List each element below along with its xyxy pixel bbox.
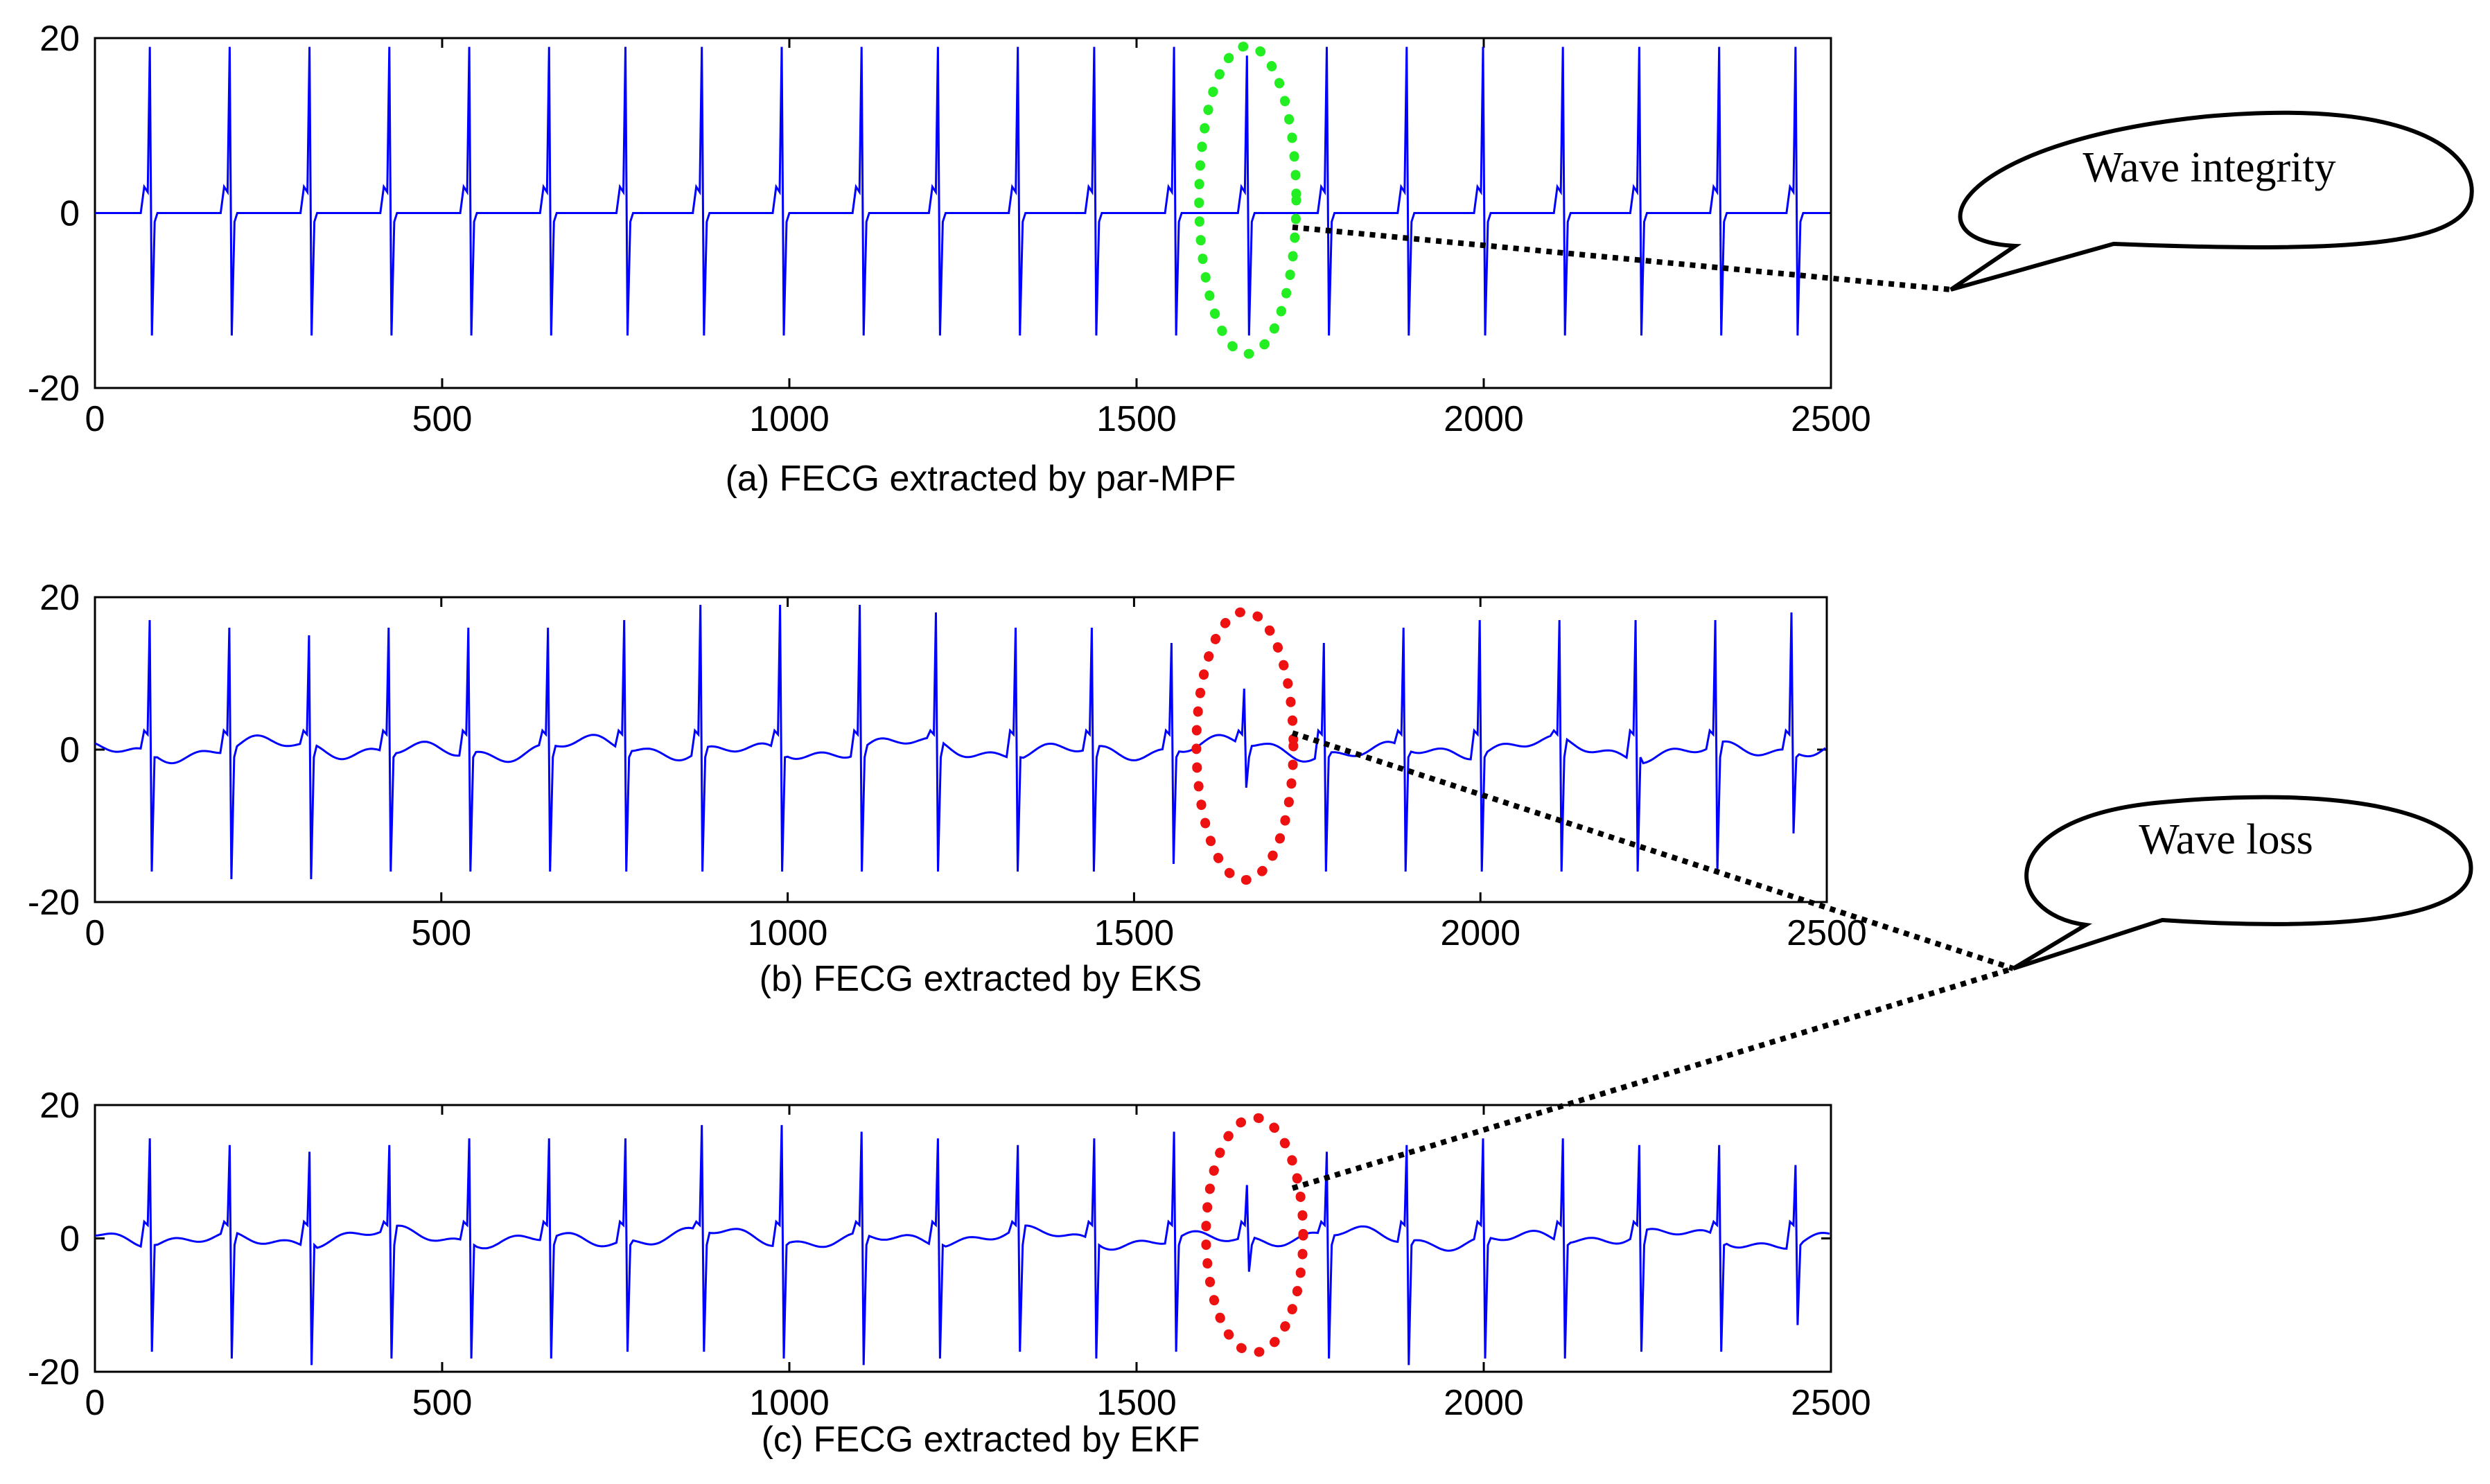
- x-tick-label: 1500: [1096, 1383, 1177, 1423]
- y-tick-label: 20: [40, 1086, 80, 1126]
- x-tick-label: 2000: [1440, 913, 1520, 953]
- highlight-ellipse: [1194, 41, 1301, 359]
- x-tick-label: 2000: [1444, 399, 1524, 439]
- x-tick-label: 2500: [1787, 913, 1867, 953]
- callout-wave-loss: Wave loss: [1291, 730, 2473, 1191]
- ecg-signal-line: [94, 1124, 1830, 1366]
- panel-b-caption: (b) FECG extracted by EKS: [760, 959, 1202, 999]
- y-tick-label: -20: [28, 1352, 80, 1393]
- y-tick-label: -20: [28, 369, 80, 409]
- y-tick-label: 0: [60, 194, 80, 234]
- panel-c-caption: (c) FECG extracted by EKF: [762, 1420, 1200, 1460]
- x-tick-label: 2500: [1791, 1383, 1871, 1423]
- panel-a-caption: (a) FECG extracted by par-MPF: [726, 459, 1236, 499]
- ecg-signal-line: [95, 46, 1830, 336]
- x-tick-label: 0: [85, 1383, 105, 1423]
- y-tick-label: 0: [60, 730, 80, 770]
- highlight-ellipse: [1191, 606, 1299, 885]
- highlight-ellipse: [1201, 1113, 1308, 1358]
- x-tick-label: 2500: [1791, 399, 1871, 439]
- y-tick-label: 20: [40, 578, 80, 618]
- x-tick-label: 1000: [749, 399, 830, 439]
- speech-bubble-top: [1949, 110, 2474, 292]
- x-tick-label: 1500: [1094, 913, 1175, 953]
- x-tick-label: 1000: [748, 913, 828, 953]
- bubble-top-text: Wave integrity: [2083, 144, 2335, 191]
- x-tick-label: 2000: [1444, 1383, 1524, 1423]
- y-tick-label: 20: [40, 19, 80, 59]
- x-tick-label: 0: [85, 913, 105, 953]
- ecg-signal-line: [94, 604, 1826, 880]
- x-tick-label: 500: [412, 1383, 473, 1423]
- x-tick-label: 0: [85, 399, 105, 439]
- y-tick-label: -20: [28, 883, 80, 923]
- x-tick-label: 500: [412, 399, 473, 439]
- connector-loss-ekf: [1291, 966, 2015, 1191]
- y-tick-label: 0: [60, 1219, 80, 1260]
- bubble-bottom-text: Wave loss: [2139, 816, 2313, 863]
- x-tick-label: 500: [411, 913, 471, 953]
- speech-bubble-bottom: [2012, 795, 2473, 971]
- x-tick-label: 1000: [749, 1383, 830, 1423]
- callout-wave-integrity: Wave integrity: [1292, 110, 2474, 292]
- x-tick-label: 1500: [1096, 399, 1177, 439]
- connector-loss-eks: [1291, 730, 2015, 971]
